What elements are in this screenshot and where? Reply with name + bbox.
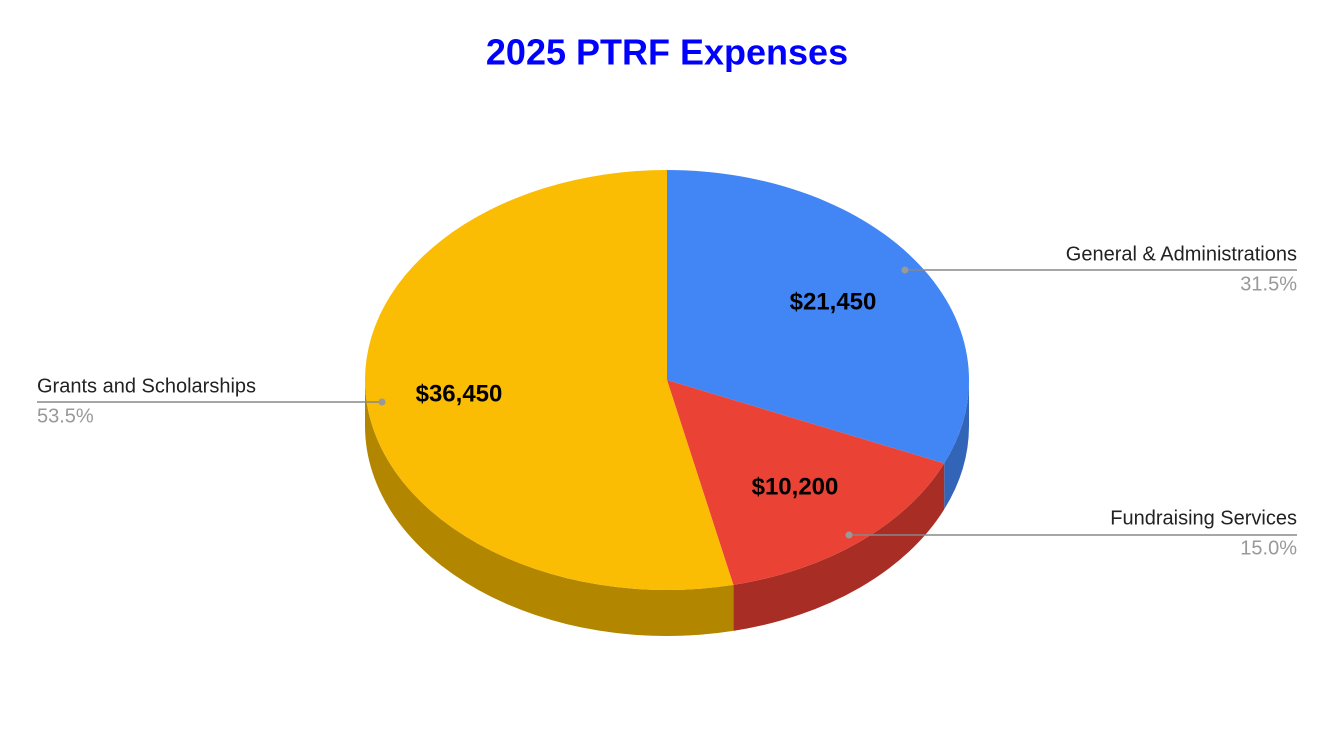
leader-dot — [901, 266, 909, 274]
slice — [365, 170, 734, 590]
chart-title: 2025 PTRF Expenses — [486, 32, 848, 73]
value-label: $36,450 — [416, 380, 503, 407]
percent-label: 31.5% — [1240, 273, 1297, 295]
slice-side — [944, 380, 969, 510]
slice — [667, 170, 970, 464]
category-label: Fundraising Services — [1110, 507, 1297, 529]
category-label: Grants and Scholarships — [37, 375, 256, 397]
slice-side — [733, 463, 945, 631]
slice-side — [365, 380, 734, 636]
leader-dot — [378, 398, 386, 406]
percent-label: 15.0% — [1240, 537, 1297, 559]
value-label: $10,200 — [752, 473, 839, 500]
percent-label: 53.5% — [37, 405, 94, 427]
leader-dot — [845, 531, 853, 539]
value-label: $21,450 — [790, 288, 877, 315]
category-label: General & Administrations — [1066, 243, 1297, 265]
slice — [667, 380, 945, 585]
